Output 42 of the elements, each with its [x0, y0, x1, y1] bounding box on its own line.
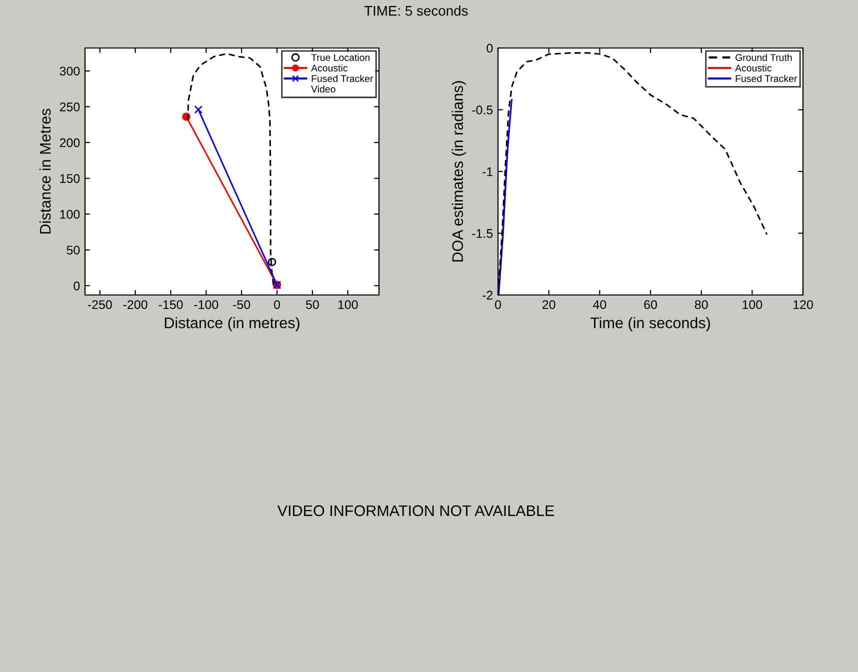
x-tick-label: 100 [742, 300, 762, 310]
y-tick-label: 0 [74, 281, 80, 290]
legend-label: Fused Tracker [736, 74, 798, 82]
x-tick-label: 60 [644, 300, 657, 310]
x-tick-label: -200 [123, 300, 148, 310]
legend-label: Fused Tracker [312, 74, 374, 82]
y-axis-title: DOA estimates (in radians) [452, 81, 466, 262]
text: TIME: 5 seconds [364, 6, 468, 16]
x-axis-title: Time (in seconds) [590, 317, 710, 332]
point [268, 258, 276, 266]
x-tick-label: 0 [495, 300, 501, 310]
legend-label: True Location [311, 54, 370, 61]
x-tick-label: 40 [593, 300, 606, 310]
text: VIDEO INFORMATION NOT AVAILABLE [277, 505, 554, 516]
x-tick-label: -50 [233, 300, 250, 310]
x-tick-label: 0 [274, 300, 280, 310]
legend-label: Ground Truth [736, 54, 792, 61]
y-tick-label: -1 [482, 167, 493, 176]
x-tick-label: 80 [694, 300, 708, 310]
y-tick-label: 0 [486, 44, 493, 53]
point [194, 105, 203, 114]
y-tick-label: -0.5 [472, 106, 493, 114]
y-tick-label: 250 [60, 102, 80, 112]
y-tick-label: 50 [66, 246, 80, 255]
x-tick-label: 50 [306, 300, 319, 310]
y-tick-label: -1.5 [472, 229, 493, 238]
x-tick-label: 20 [542, 300, 556, 310]
y-tick-label: 100 [60, 210, 80, 219]
legend-label: Acoustic [311, 64, 348, 72]
y-tick-label: -2 [482, 290, 493, 300]
y-tick-label: 200 [60, 138, 80, 148]
y-tick-label: 150 [60, 174, 80, 183]
y-axis-title: Distance in Metres [39, 108, 51, 234]
text: Video [311, 85, 336, 93]
x-tick-label: -150 [158, 300, 183, 310]
y-tick-label: 300 [60, 66, 80, 76]
x-tick-label: -250 [88, 300, 112, 310]
x-tick-label: -100 [194, 300, 218, 310]
x-tick-label: 120 [794, 300, 813, 310]
x-axis-title: Distance (in metres) [164, 317, 300, 332]
x-tick-label: 100 [338, 300, 358, 310]
legend-label: Acoustic [735, 64, 772, 72]
